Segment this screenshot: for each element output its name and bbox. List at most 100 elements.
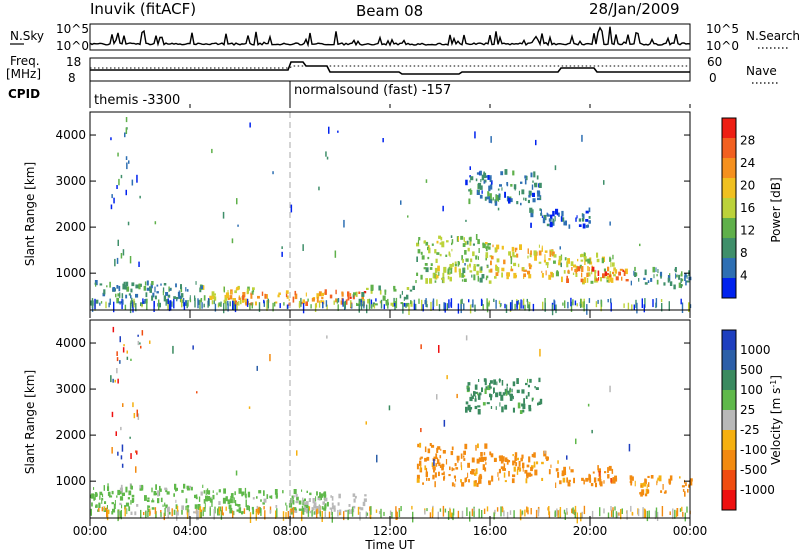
power-cell-r10 [477,182,482,189]
vel-ground-scatter-cell [439,508,442,512]
vel-ground-scatter-cell [679,508,682,512]
power-cell-r0 [151,281,154,286]
vel-cell-r4 [498,455,501,459]
vel-ground-scatter-cell [140,509,142,518]
power-ground-scatter-cell [274,302,276,307]
vel-ground-scatter-cell [473,506,475,518]
vel-ground-scatter-cell [398,508,400,512]
vel-cell-r5 [561,470,565,477]
vel-cell-r3 [461,482,465,487]
power-cell-r11 [542,217,546,224]
vel-ground-scatter-cell [681,506,683,512]
power-cell-r6 [545,262,549,266]
vel-cell-r4 [518,461,521,467]
power-ground-scatter-cell [393,297,395,302]
vel-cell-r0 [159,485,161,491]
power-cell-r7 [553,254,557,258]
power-ground-scatter-cell [168,300,170,305]
velocity-colorbar-swatch [722,330,736,351]
power-cell-r2 [321,292,324,297]
power-ground-scatter-cell [468,299,470,303]
vel-cell-r7 [505,390,508,396]
power-ground-scatter-cell [135,303,137,312]
vel-cell-r3 [425,471,428,477]
power-cell-r5 [440,236,443,241]
power-cell-r6 [538,244,540,248]
vel-cell-r5 [611,468,614,474]
power-ground-scatter-cell [463,303,465,310]
power-cell-r5 [459,261,460,265]
power-cell-r7 [610,262,612,268]
power-cell-r5 [471,274,473,278]
power-ground-scatter-cell [597,299,599,304]
power-ground-scatter-cell [194,297,196,308]
power-cell-r4 [367,299,369,304]
power-ground-scatter-cell [213,300,215,305]
vel-ground-scatter-cell [307,508,310,517]
vel-cell-r1 [302,499,305,506]
vel-cell-r2 [329,507,333,510]
vel-cell-r3 [457,459,459,463]
power-cell-r7 [580,254,583,258]
vel-cell-r1 [230,495,234,499]
vel-cell-r4 [498,477,500,481]
power-ground-scatter-cell [333,300,335,305]
power-sparse-echo-cell [117,152,119,157]
vel-cell-r6 [634,480,636,487]
vel-ground-scatter-cell [290,508,293,513]
power-ground-scatter-cell [495,299,497,309]
vel-ground-scatter-cell [574,505,577,512]
power-cell-r2 [229,295,233,300]
power-ground-scatter-cell [326,304,328,310]
vel-cell-r0 [139,488,142,491]
vel-cell-r7 [478,379,480,382]
vel-cell-r1 [290,498,292,504]
power-sparse-echo-cell [337,130,339,133]
power-cell-r5 [416,272,419,276]
power-cell-r10 [506,196,509,202]
vel-cell-r3 [429,443,432,447]
vel-cell-r0 [131,494,135,498]
power-cell-r4 [410,300,412,305]
date-label: 28/Jan/2009 [589,0,680,18]
power-ground-scatter-cell [562,302,564,306]
power-cell-r8 [577,266,581,272]
power-data-cells [90,117,692,316]
x-tick-label: 00:00 [673,524,708,538]
power-cell-r5 [463,237,465,242]
vel-cell-r7 [471,395,474,399]
vel-ground-scatter-cell [98,508,100,512]
vel-ground-scatter-cell [452,512,454,521]
vel-cell-r7 [517,402,521,409]
vel-cell-r2 [364,494,367,497]
power-ground-scatter-cell [405,303,407,308]
power-cell-r0 [178,295,182,299]
vel-cell-r0 [176,509,179,516]
power-cell-r0 [118,285,121,292]
vel-cell-r4 [490,453,494,458]
power-ground-scatter-cell [493,298,495,302]
vel-cell-r2 [303,502,307,505]
nave-tick-bottom: 0 [709,71,717,85]
vel-cell-r6 [631,476,634,481]
power-cell-r7 [606,275,610,278]
power-ground-scatter-cell [520,299,522,309]
power-cell-r1 [234,290,237,294]
power-ground-scatter-cell [446,303,448,310]
vel-cell-r5 [612,477,615,482]
power-ground-scatter-cell [373,304,376,309]
vel-ground-scatter-cell [566,508,568,515]
vel-cell-r4 [522,467,524,472]
power-cell-r11 [554,216,556,222]
power-cell-r7 [601,257,604,264]
power-cell-r8 [582,279,584,284]
power-cell-r5 [488,280,492,284]
power-cell-r8 [612,271,615,275]
vel-cell-r7 [527,384,530,388]
power-cell-r7 [575,265,578,272]
power-cell-r0 [151,295,154,301]
power-sparse-echo-cell [425,179,428,183]
power-cell-r11 [585,219,589,222]
power-cell-r11 [576,215,578,219]
power-cell-r10 [476,172,480,175]
